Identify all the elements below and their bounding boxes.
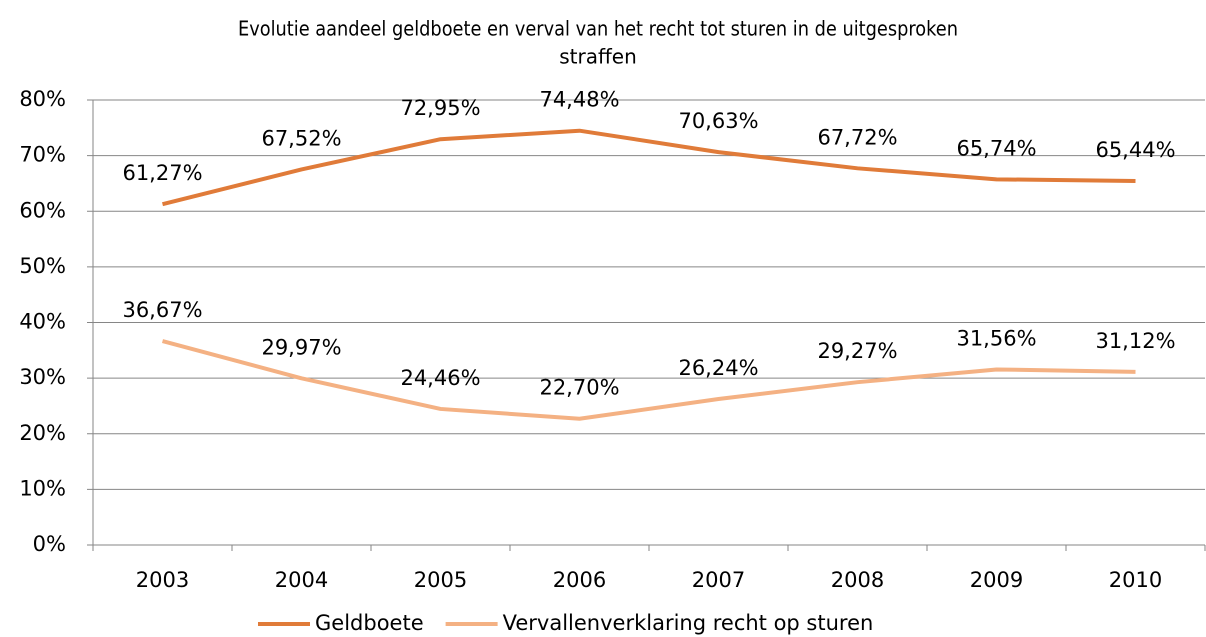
data-label: 31,56% [956,326,1036,350]
chart-title: Evolutie aandeel geldboete en verval van… [238,17,958,41]
data-label: 29,27% [817,339,897,363]
x-tick-label: 2006 [553,568,606,592]
data-label: 65,44% [1095,138,1175,162]
x-tick-label: 2008 [831,568,884,592]
y-tick-label: 0% [33,532,66,556]
y-tick-label: 60% [19,198,66,222]
data-label: 65,74% [956,136,1036,160]
data-label: 72,95% [400,96,480,120]
x-tick-label: 2007 [692,568,745,592]
data-label: 22,70% [539,376,619,400]
y-tick-label: 30% [19,365,66,389]
data-label: 36,67% [122,298,202,322]
y-tick-label: 40% [19,310,66,334]
legend-label: Geldboete [315,611,424,635]
data-label: 61,27% [122,161,202,185]
series-line [162,128,1136,207]
data-label: 67,72% [817,125,897,149]
legend-label: Vervallenverklaring recht op sturen [503,611,874,635]
data-label: 74,48% [539,88,619,112]
series-line [161,339,1136,421]
y-tick-label: 80% [19,87,66,111]
data-label: 26,24% [678,356,758,380]
data-label: 31,12% [1095,329,1175,353]
x-tick-label: 2010 [1109,568,1162,592]
x-tick-label: 2009 [970,568,1023,592]
data-label: 67,52% [261,126,341,150]
x-tick-label: 2004 [275,568,328,592]
x-tick-label: 2003 [136,568,189,592]
y-tick-label: 10% [19,476,66,500]
y-tick-label: 50% [19,254,66,278]
data-label: 70,63% [678,109,758,133]
data-label: 29,97% [261,335,341,359]
data-label: 24,46% [400,366,480,390]
y-tick-label: 70% [19,143,66,167]
x-tick-label: 2005 [414,568,467,592]
y-tick-label: 20% [19,421,66,445]
chart-title: straffen [559,45,637,69]
